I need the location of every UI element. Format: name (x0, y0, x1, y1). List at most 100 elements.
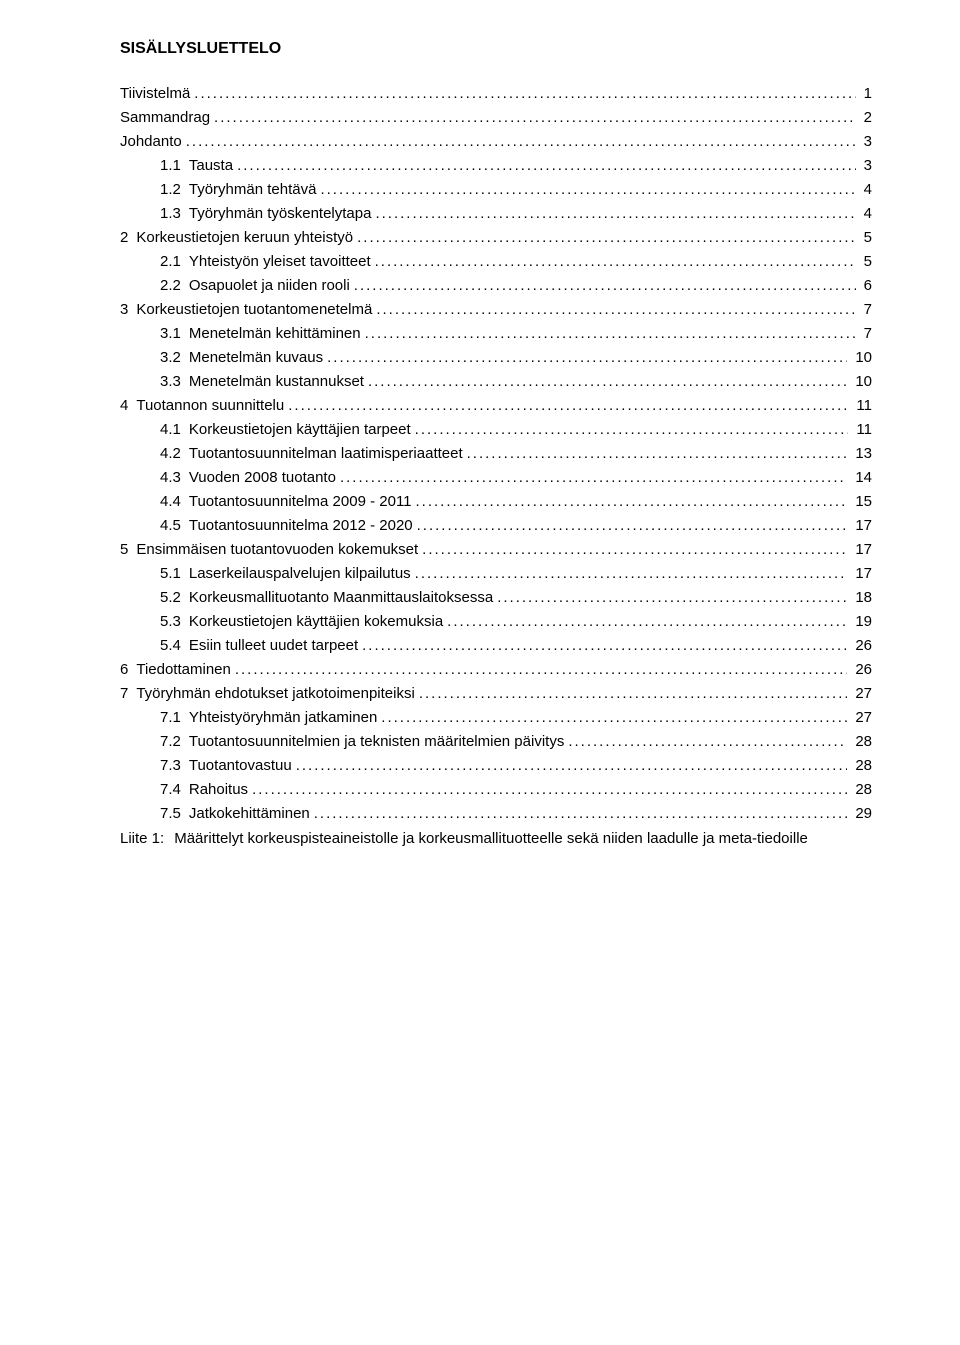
toc-label: Tiedottaminen (136, 662, 231, 677)
toc-row[interactable]: 4.5Tuotantosuunnitelma 2012 - 202017 (120, 518, 872, 533)
toc-label: Tuotannon suunnittelu (136, 398, 284, 413)
toc-page: 17 (851, 542, 872, 557)
toc-leader (340, 470, 847, 485)
toc-number: 3 (120, 302, 136, 317)
toc-label: Korkeustietojen käyttäjien tarpeet (189, 422, 411, 437)
toc-page: 11 (852, 422, 872, 437)
toc-row[interactable]: 5.2Korkeusmallituotanto Maanmittauslaito… (120, 590, 872, 605)
toc-row[interactable]: 5.1Laserkeilauspalvelujen kilpailutus17 (120, 566, 872, 581)
toc-row[interactable]: 4.4Tuotantosuunnitelma 2009 - 201115 (120, 494, 872, 509)
toc-row[interactable]: 6Tiedottaminen26 (120, 662, 872, 677)
toc-label: Tuotantosuunnitelmien ja teknisten määri… (189, 734, 564, 749)
toc-label: Korkeusmallituotanto Maanmittauslaitokse… (189, 590, 493, 605)
toc-row[interactable]: Sammandrag 2 (120, 110, 872, 125)
toc-label: Korkeustietojen tuotantomenetelmä (136, 302, 372, 317)
toc-row[interactable]: 2.1Yhteistyön yleiset tavoitteet5 (120, 254, 872, 269)
toc-page: 4 (860, 182, 872, 197)
toc-label: Työryhmän ehdotukset jatkotoimenpiteiksi (136, 686, 414, 701)
toc-page: 17 (851, 566, 872, 581)
toc-page: 28 (851, 734, 872, 749)
toc-label: Työryhmän työskentelytapa (189, 206, 372, 221)
toc-leader (314, 806, 848, 821)
toc-leader (415, 422, 849, 437)
toc-label: Tuotantovastuu (189, 758, 292, 773)
appendix-text: Määrittelyt korkeuspisteaineistolle ja k… (174, 830, 872, 847)
toc-label: Työryhmän tehtävä (189, 182, 317, 197)
toc-row[interactable]: 4.2Tuotantosuunnitelman laatimisperiaatt… (120, 446, 872, 461)
toc-label: Sammandrag (120, 110, 210, 125)
toc-number: 2 (120, 230, 136, 245)
toc-row[interactable]: 2.2Osapuolet ja niiden rooli6 (120, 278, 872, 293)
toc-leader (296, 758, 848, 773)
toc-row[interactable]: 1.2Työryhmän tehtävä4 (120, 182, 872, 197)
table-of-contents: Tiivistelmä 1 Sammandrag 2 Johdanto 3 1.1Taust… (120, 86, 872, 821)
toc-page: 1 (860, 86, 872, 101)
toc-row[interactable]: 7Työryhmän ehdotukset jatkotoimenpiteiks… (120, 686, 872, 701)
toc-row[interactable]: 7.4Rahoitus28 (120, 782, 872, 797)
toc-page: 10 (851, 374, 872, 389)
toc-page: 14 (851, 470, 872, 485)
toc-row[interactable]: 1.1Tausta3 (120, 158, 872, 173)
toc-row[interactable]: 3Korkeustietojen tuotantomenetelmä7 (120, 302, 872, 317)
toc-number: 3.3 (160, 374, 189, 389)
toc-number: 4.1 (160, 422, 189, 437)
toc-row[interactable]: 7.2Tuotantosuunnitelmien ja teknisten mä… (120, 734, 872, 749)
toc-leader (288, 398, 848, 413)
toc-leader (381, 710, 847, 725)
toc-leader (376, 302, 855, 317)
toc-label: Tuotantosuunnitelma 2012 - 2020 (189, 518, 413, 533)
toc-label: Esiin tulleet uudet tarpeet (189, 638, 358, 653)
toc-page: 2 (860, 110, 872, 125)
toc-row[interactable]: 5.4Esiin tulleet uudet tarpeet26 (120, 638, 872, 653)
toc-row[interactable]: Johdanto 3 (120, 134, 872, 149)
toc-label: Ensimmäisen tuotantovuoden kokemukset (136, 542, 418, 557)
toc-row[interactable]: 4.1Korkeustietojen käyttäjien tarpeet 11 (120, 422, 872, 437)
toc-number: 4.4 (160, 494, 189, 509)
toc-row[interactable]: 3.3Menetelmän kustannukset10 (120, 374, 872, 389)
toc-row[interactable]: 7.5Jatkokehittäminen29 (120, 806, 872, 821)
toc-label: Menetelmän kuvaus (189, 350, 323, 365)
toc-row[interactable]: 4.3Vuoden 2008 tuotanto14 (120, 470, 872, 485)
toc-row[interactable]: 3.1Menetelmän kehittäminen7 (120, 326, 872, 341)
toc-number: 7.4 (160, 782, 189, 797)
toc-row[interactable]: 1.3Työryhmän työskentelytapa4 (120, 206, 872, 221)
toc-number: 3.2 (160, 350, 189, 365)
toc-row[interactable]: 5.3Korkeustietojen käyttäjien kokemuksia… (120, 614, 872, 629)
toc-leader (327, 350, 847, 365)
toc-page: 29 (851, 806, 872, 821)
toc-label: Korkeustietojen käyttäjien kokemuksia (189, 614, 443, 629)
toc-row[interactable]: 4Tuotannon suunnittelu11 (120, 398, 872, 413)
toc-number: 7.3 (160, 758, 189, 773)
toc-label: Tiivistelmä (120, 86, 190, 101)
toc-row[interactable]: 7.3Tuotantovastuu28 (120, 758, 872, 773)
toc-leader (419, 686, 847, 701)
toc-page: 15 (851, 494, 872, 509)
toc-leader (357, 230, 856, 245)
page-title: SISÄLLYSLUETTELO (120, 40, 872, 58)
toc-page: 4 (860, 206, 872, 221)
appendix-label: Liite 1: (120, 830, 174, 847)
toc-number: 5 (120, 542, 136, 557)
toc-label: Tausta (189, 158, 233, 173)
toc-leader (194, 86, 855, 101)
toc-page: 13 (851, 446, 872, 461)
toc-row[interactable]: 3.2Menetelmän kuvaus10 (120, 350, 872, 365)
toc-leader (416, 494, 848, 509)
toc-row[interactable]: 5Ensimmäisen tuotantovuoden kokemukset 17 (120, 542, 872, 557)
toc-number: 7.5 (160, 806, 189, 821)
toc-row[interactable]: 2Korkeustietojen keruun yhteistyö5 (120, 230, 872, 245)
toc-label: Vuoden 2008 tuotanto (189, 470, 336, 485)
toc-leader (186, 134, 856, 149)
toc-page: 26 (851, 638, 872, 653)
toc-page: 3 (860, 134, 872, 149)
toc-page: 6 (860, 278, 872, 293)
toc-leader (415, 566, 848, 581)
toc-leader (368, 374, 847, 389)
toc-label: Johdanto (120, 134, 182, 149)
toc-leader (422, 542, 847, 557)
toc-row[interactable]: 7.1Yhteistyöryhmän jatkaminen27 (120, 710, 872, 725)
toc-row[interactable]: Tiivistelmä 1 (120, 86, 872, 101)
toc-leader (467, 446, 848, 461)
toc-number: 2.1 (160, 254, 189, 269)
toc-page: 5 (860, 230, 872, 245)
